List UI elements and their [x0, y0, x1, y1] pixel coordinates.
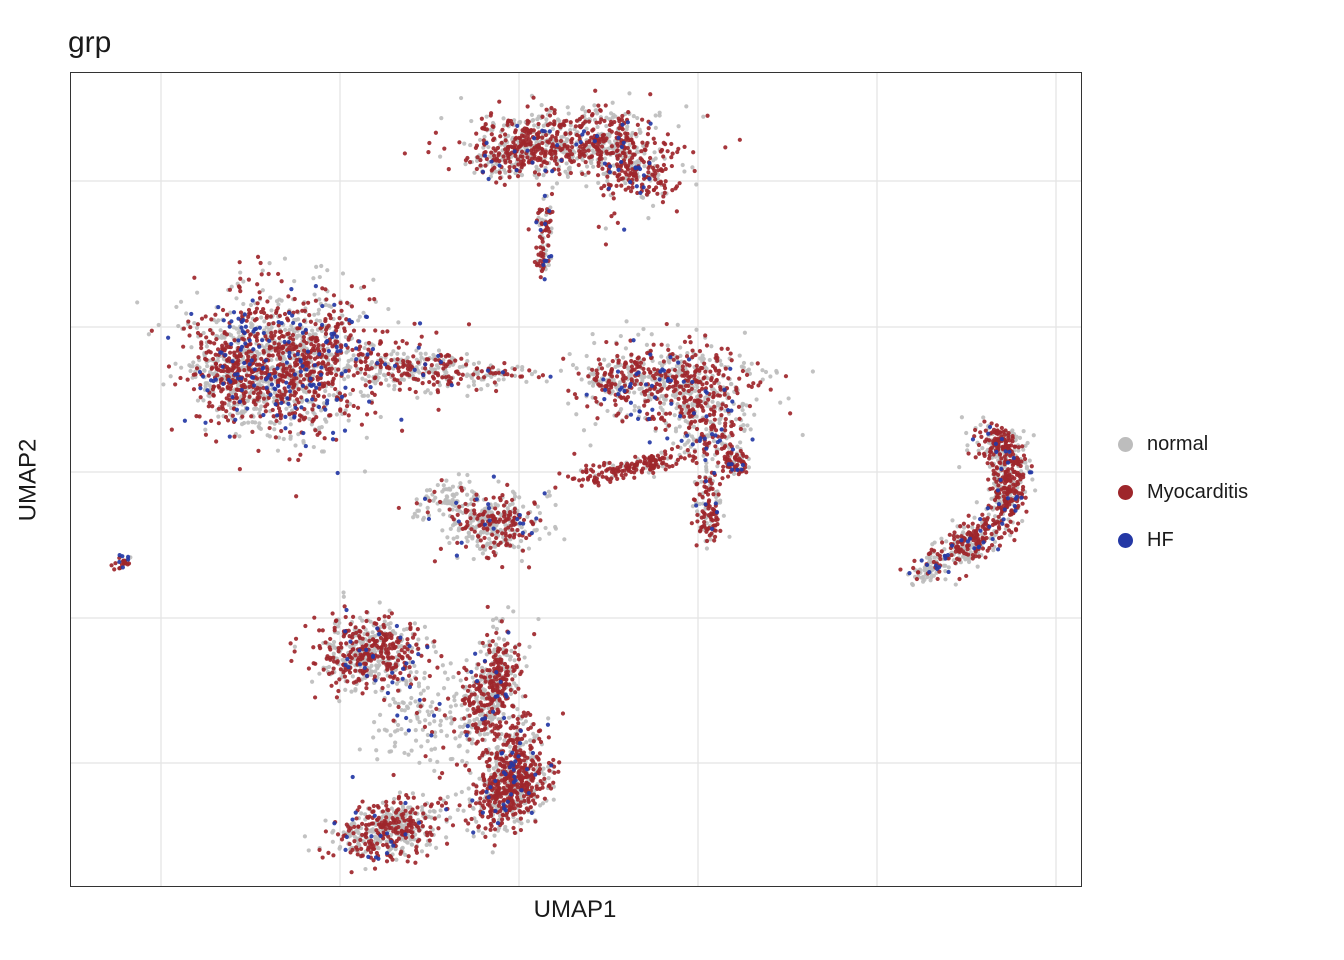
- legend-label-hf: HF: [1147, 528, 1174, 551]
- legend-swatch-normal-icon: [1118, 436, 1133, 452]
- legend-label-normal: normal: [1147, 432, 1209, 455]
- legend-label-myocarditis: Myocarditis: [1147, 480, 1249, 503]
- scatter-canvas: [71, 73, 1081, 886]
- plot-panel: [70, 72, 1082, 887]
- legend: normal Myocarditis HF: [1118, 420, 1248, 564]
- legend-item-myocarditis: Myocarditis: [1118, 468, 1248, 516]
- legend-item-normal: normal: [1118, 420, 1248, 468]
- plot-title: grp: [68, 26, 112, 59]
- x-axis-label: UMAP1: [533, 896, 617, 923]
- y-axis-label: UMAP2: [14, 438, 42, 522]
- legend-swatch-myocarditis-icon: [1118, 484, 1133, 500]
- legend-item-hf: HF: [1118, 516, 1248, 564]
- legend-swatch-hf-icon: [1118, 532, 1133, 548]
